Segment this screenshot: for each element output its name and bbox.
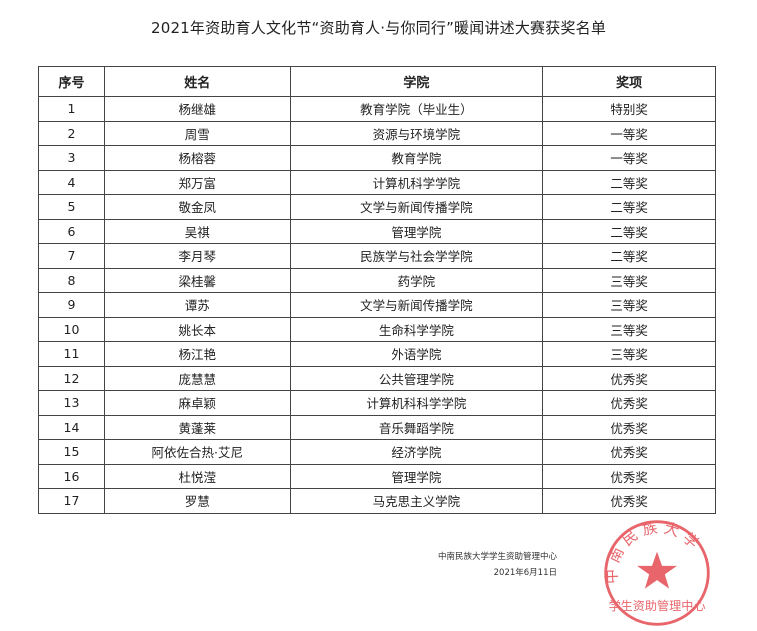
cell-college: 教育学院（毕业生）: [289, 96, 544, 122]
column-header-number: 序号: [38, 66, 105, 97]
cell-college: 马克思主义学院: [289, 488, 544, 514]
cell-number: 3: [38, 145, 105, 171]
column-header-name: 姓名: [103, 66, 291, 97]
cell-number: 9: [38, 292, 105, 318]
cell-number: 12: [38, 365, 105, 391]
cell-award: 优秀奖: [542, 365, 716, 391]
cell-college: 计算机科学学院: [289, 169, 544, 195]
cell-award: 三等奖: [542, 341, 716, 367]
cell-award: 优秀奖: [542, 488, 716, 514]
cell-award: 二等奖: [542, 218, 716, 244]
table-row: 3 杨榕蓉 教育学院 一等奖: [38, 145, 716, 171]
cell-number: 10: [38, 316, 105, 342]
issuer-signature: 中南民族大学学生资助管理中心: [437, 552, 557, 562]
cell-number: 4: [38, 169, 105, 195]
cell-award: 三等奖: [542, 316, 716, 342]
cell-name: 杨江艳: [103, 341, 291, 367]
column-header-college: 学院: [289, 66, 544, 97]
cell-name: 周雪: [103, 120, 291, 146]
cell-college: 音乐舞蹈学院: [289, 414, 544, 440]
cell-award: 特别奖: [542, 96, 716, 122]
table-row: 4 郑万富 计算机科学学院 二等奖: [38, 169, 716, 195]
table-header: 序号 姓名 学院 奖项: [38, 66, 716, 97]
cell-award: 一等奖: [542, 145, 716, 171]
cell-award: 一等奖: [542, 120, 716, 146]
cell-number: 13: [38, 390, 105, 416]
cell-college: 计算机科科学学院: [289, 390, 544, 416]
cell-number: 2: [38, 120, 105, 146]
cell-name: 郑万富: [103, 169, 291, 195]
cell-award: 优秀奖: [542, 439, 716, 465]
table-row: 16 杜悦滢 管理学院 优秀奖: [38, 463, 716, 489]
cell-name: 庞慧慧: [103, 365, 291, 391]
official-seal: 中 南 民 族 大 学 学生资助管理中心: [603, 518, 710, 626]
cell-name: 黄蓬莱: [103, 414, 291, 440]
cell-award: 二等奖: [542, 194, 716, 220]
cell-name: 谭苏: [103, 292, 291, 318]
cell-name: 罗慧: [103, 488, 291, 514]
cell-college: 民族学与社会学学院: [289, 243, 544, 269]
cell-number: 6: [38, 218, 105, 244]
cell-number: 8: [38, 267, 105, 293]
cell-name: 李月琴: [103, 243, 291, 269]
cell-college: 教育学院: [289, 145, 544, 171]
table-row: 15 阿依佐合热·艾尼 经济学院 优秀奖: [38, 439, 716, 465]
cell-college: 经济学院: [289, 439, 544, 465]
cell-college: 文学与新闻传播学院: [289, 194, 544, 220]
table-row: 6 吴祺 管理学院 二等奖: [38, 218, 716, 244]
table-row: 12 庞慧慧 公共管理学院 优秀奖: [38, 365, 716, 391]
table-row: 2 周雪 资源与环境学院 一等奖: [38, 120, 716, 146]
cell-name: 麻卓颖: [103, 390, 291, 416]
cell-award: 二等奖: [542, 169, 716, 195]
cell-college: 文学与新闻传播学院: [289, 292, 544, 318]
cell-college: 生命科学学院: [289, 316, 544, 342]
cell-number: 11: [38, 341, 105, 367]
cell-award: 三等奖: [542, 292, 716, 318]
awards-table: 序号 姓名 学院 奖项 1 杨继雄 教育学院（毕业生） 特别奖 2 周雪 资源与环境学院 一等…: [38, 66, 716, 514]
cell-award: 三等奖: [542, 267, 716, 293]
cell-number: 16: [38, 463, 105, 489]
cell-college: 公共管理学院: [289, 365, 544, 391]
document-title: 2021年资助育人文化节“资助育人·与你同行”暖闻讲述大赛获奖名单: [150, 19, 607, 37]
cell-number: 14: [38, 414, 105, 440]
table-row: 8 梁桂馨 药学院 三等奖: [38, 267, 716, 293]
table-row: 10 姚长本 生命科学学院 三等奖: [38, 316, 716, 342]
cell-college: 外语学院: [289, 341, 544, 367]
cell-college: 药学院: [289, 267, 544, 293]
cell-name: 杨榕蓉: [103, 145, 291, 171]
cell-award: 优秀奖: [542, 390, 716, 416]
cell-number: 17: [38, 488, 105, 514]
cell-number: 7: [38, 243, 105, 269]
table-row: 5 敬金凤 文学与新闻传播学院 二等奖: [38, 194, 716, 220]
cell-name: 阿依佐合热·艾尼: [103, 439, 291, 465]
column-header-award: 奖项: [542, 66, 716, 97]
cell-college: 资源与环境学院: [289, 120, 544, 146]
cell-award: 优秀奖: [542, 414, 716, 440]
table-row: 14 黄蓬莱 音乐舞蹈学院 优秀奖: [38, 414, 716, 440]
cell-name: 吴祺: [103, 218, 291, 244]
cell-name: 姚长本: [103, 316, 291, 342]
cell-award: 优秀奖: [542, 463, 716, 489]
cell-number: 5: [38, 194, 105, 220]
table-row: 11 杨江艳 外语学院 三等奖: [38, 341, 716, 367]
cell-number: 1: [38, 96, 105, 122]
cell-number: 15: [38, 439, 105, 465]
cell-college: 管理学院: [289, 218, 544, 244]
issue-date: 2021年6月11日: [493, 568, 557, 578]
table-row: 13 麻卓颖 计算机科科学学院 优秀奖: [38, 390, 716, 416]
table-row: 17 罗慧 马克思主义学院 优秀奖: [38, 488, 716, 514]
table-row: 1 杨继雄 教育学院（毕业生） 特别奖: [38, 96, 716, 122]
cell-name: 敬金凤: [103, 194, 291, 220]
cell-name: 杜悦滢: [103, 463, 291, 489]
svg-text:学生资助管理中心: 学生资助管理中心: [609, 598, 706, 613]
cell-name: 梁桂馨: [103, 267, 291, 293]
cell-award: 二等奖: [542, 243, 716, 269]
cell-name: 杨继雄: [103, 96, 291, 122]
table-row: 9 谭苏 文学与新闻传播学院 三等奖: [38, 292, 716, 318]
cell-college: 管理学院: [289, 463, 544, 489]
table-row: 7 李月琴 民族学与社会学学院 二等奖: [38, 243, 716, 269]
